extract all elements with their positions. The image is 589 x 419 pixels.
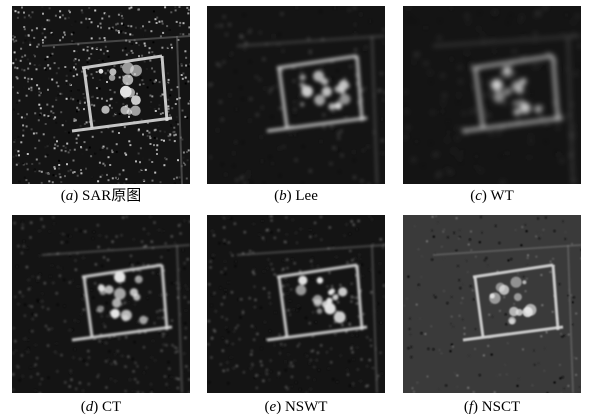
image-panel-f [403,215,581,393]
caption-d: (d) CT [80,399,122,415]
image-panel-e [207,215,385,393]
scene-image [207,215,385,393]
caption-c: (c) WT [470,188,514,204]
scene-image [12,215,190,393]
caption-f: (f) NSCT [463,399,521,415]
image-panel-c [403,6,581,184]
caption-b: (b) Lee [274,188,318,204]
image-panel-a [12,6,190,184]
scene-image [12,6,190,184]
caption-e: (e) NSWT [264,399,328,415]
scene-image [403,6,581,184]
caption-a: (a) SAR原图 [60,188,142,204]
scene-image [403,215,581,393]
scene-image [207,6,385,184]
image-panel-b [207,6,385,184]
image-panel-d [12,215,190,393]
